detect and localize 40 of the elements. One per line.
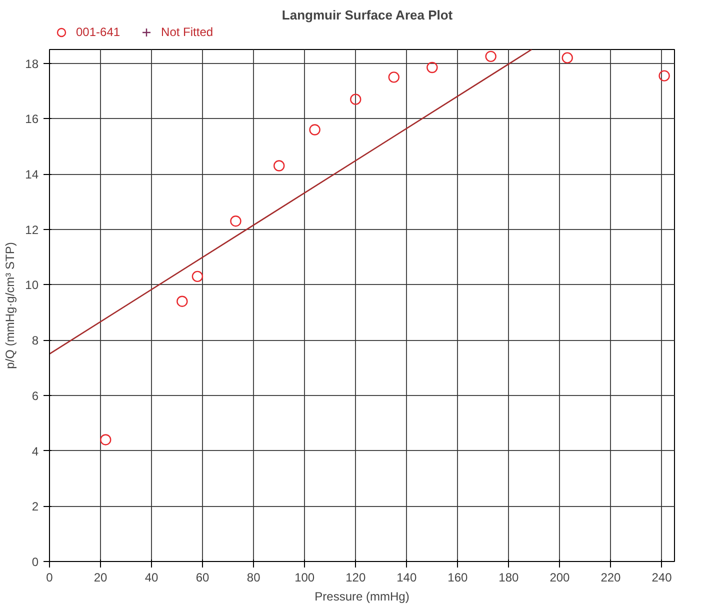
x-tick-label: 60 [196,570,210,584]
y-tick-label: 16 [25,112,39,126]
x-tick-label: 160 [448,570,468,584]
x-tick-label: 120 [346,570,366,584]
x-tick-label: 240 [652,570,672,584]
point [230,216,242,227]
x-axis-title: Pressure (mmHg) [314,590,410,604]
point [485,50,496,62]
x-tick-label: 220 [600,570,622,584]
x-tick-label: 180 [498,570,520,584]
y-tick-label: 6 [32,388,39,403]
y-tick-label: 18 [25,56,39,71]
point [658,70,670,82]
point [350,94,362,105]
x-tick-label: 20 [94,570,108,584]
x-tick-label: 100 [294,570,315,584]
x-tick-label: 40 [144,570,159,584]
y-tick-label: 10 [25,278,39,292]
point [426,62,438,74]
y-tick-label: 12 [25,222,39,237]
x-tick-label: 0 [46,570,54,584]
point [100,434,112,446]
point [192,270,204,282]
chart-title: Langmuir Surface Area Plot [282,8,454,22]
y-tick-label: 2 [32,500,39,514]
point [388,72,400,83]
x-tick-label: 200 [550,570,570,584]
y-tick-label: 8 [32,334,39,348]
point [562,52,573,64]
y-tick-label: 0 [32,555,39,569]
point [309,124,320,136]
x-tick-label: 140 [396,570,417,584]
legend-label: Not Fitted [161,26,214,39]
point [273,160,285,172]
point [176,296,188,307]
x-tick-label: 80 [246,570,261,584]
y-tick-label: 4 [32,444,39,458]
y-axis-title: p/Q (mmHg·g/cm³ STP) [3,242,18,369]
legend-label: 001-641 [76,26,120,39]
y-tick-label: 14 [25,168,39,182]
